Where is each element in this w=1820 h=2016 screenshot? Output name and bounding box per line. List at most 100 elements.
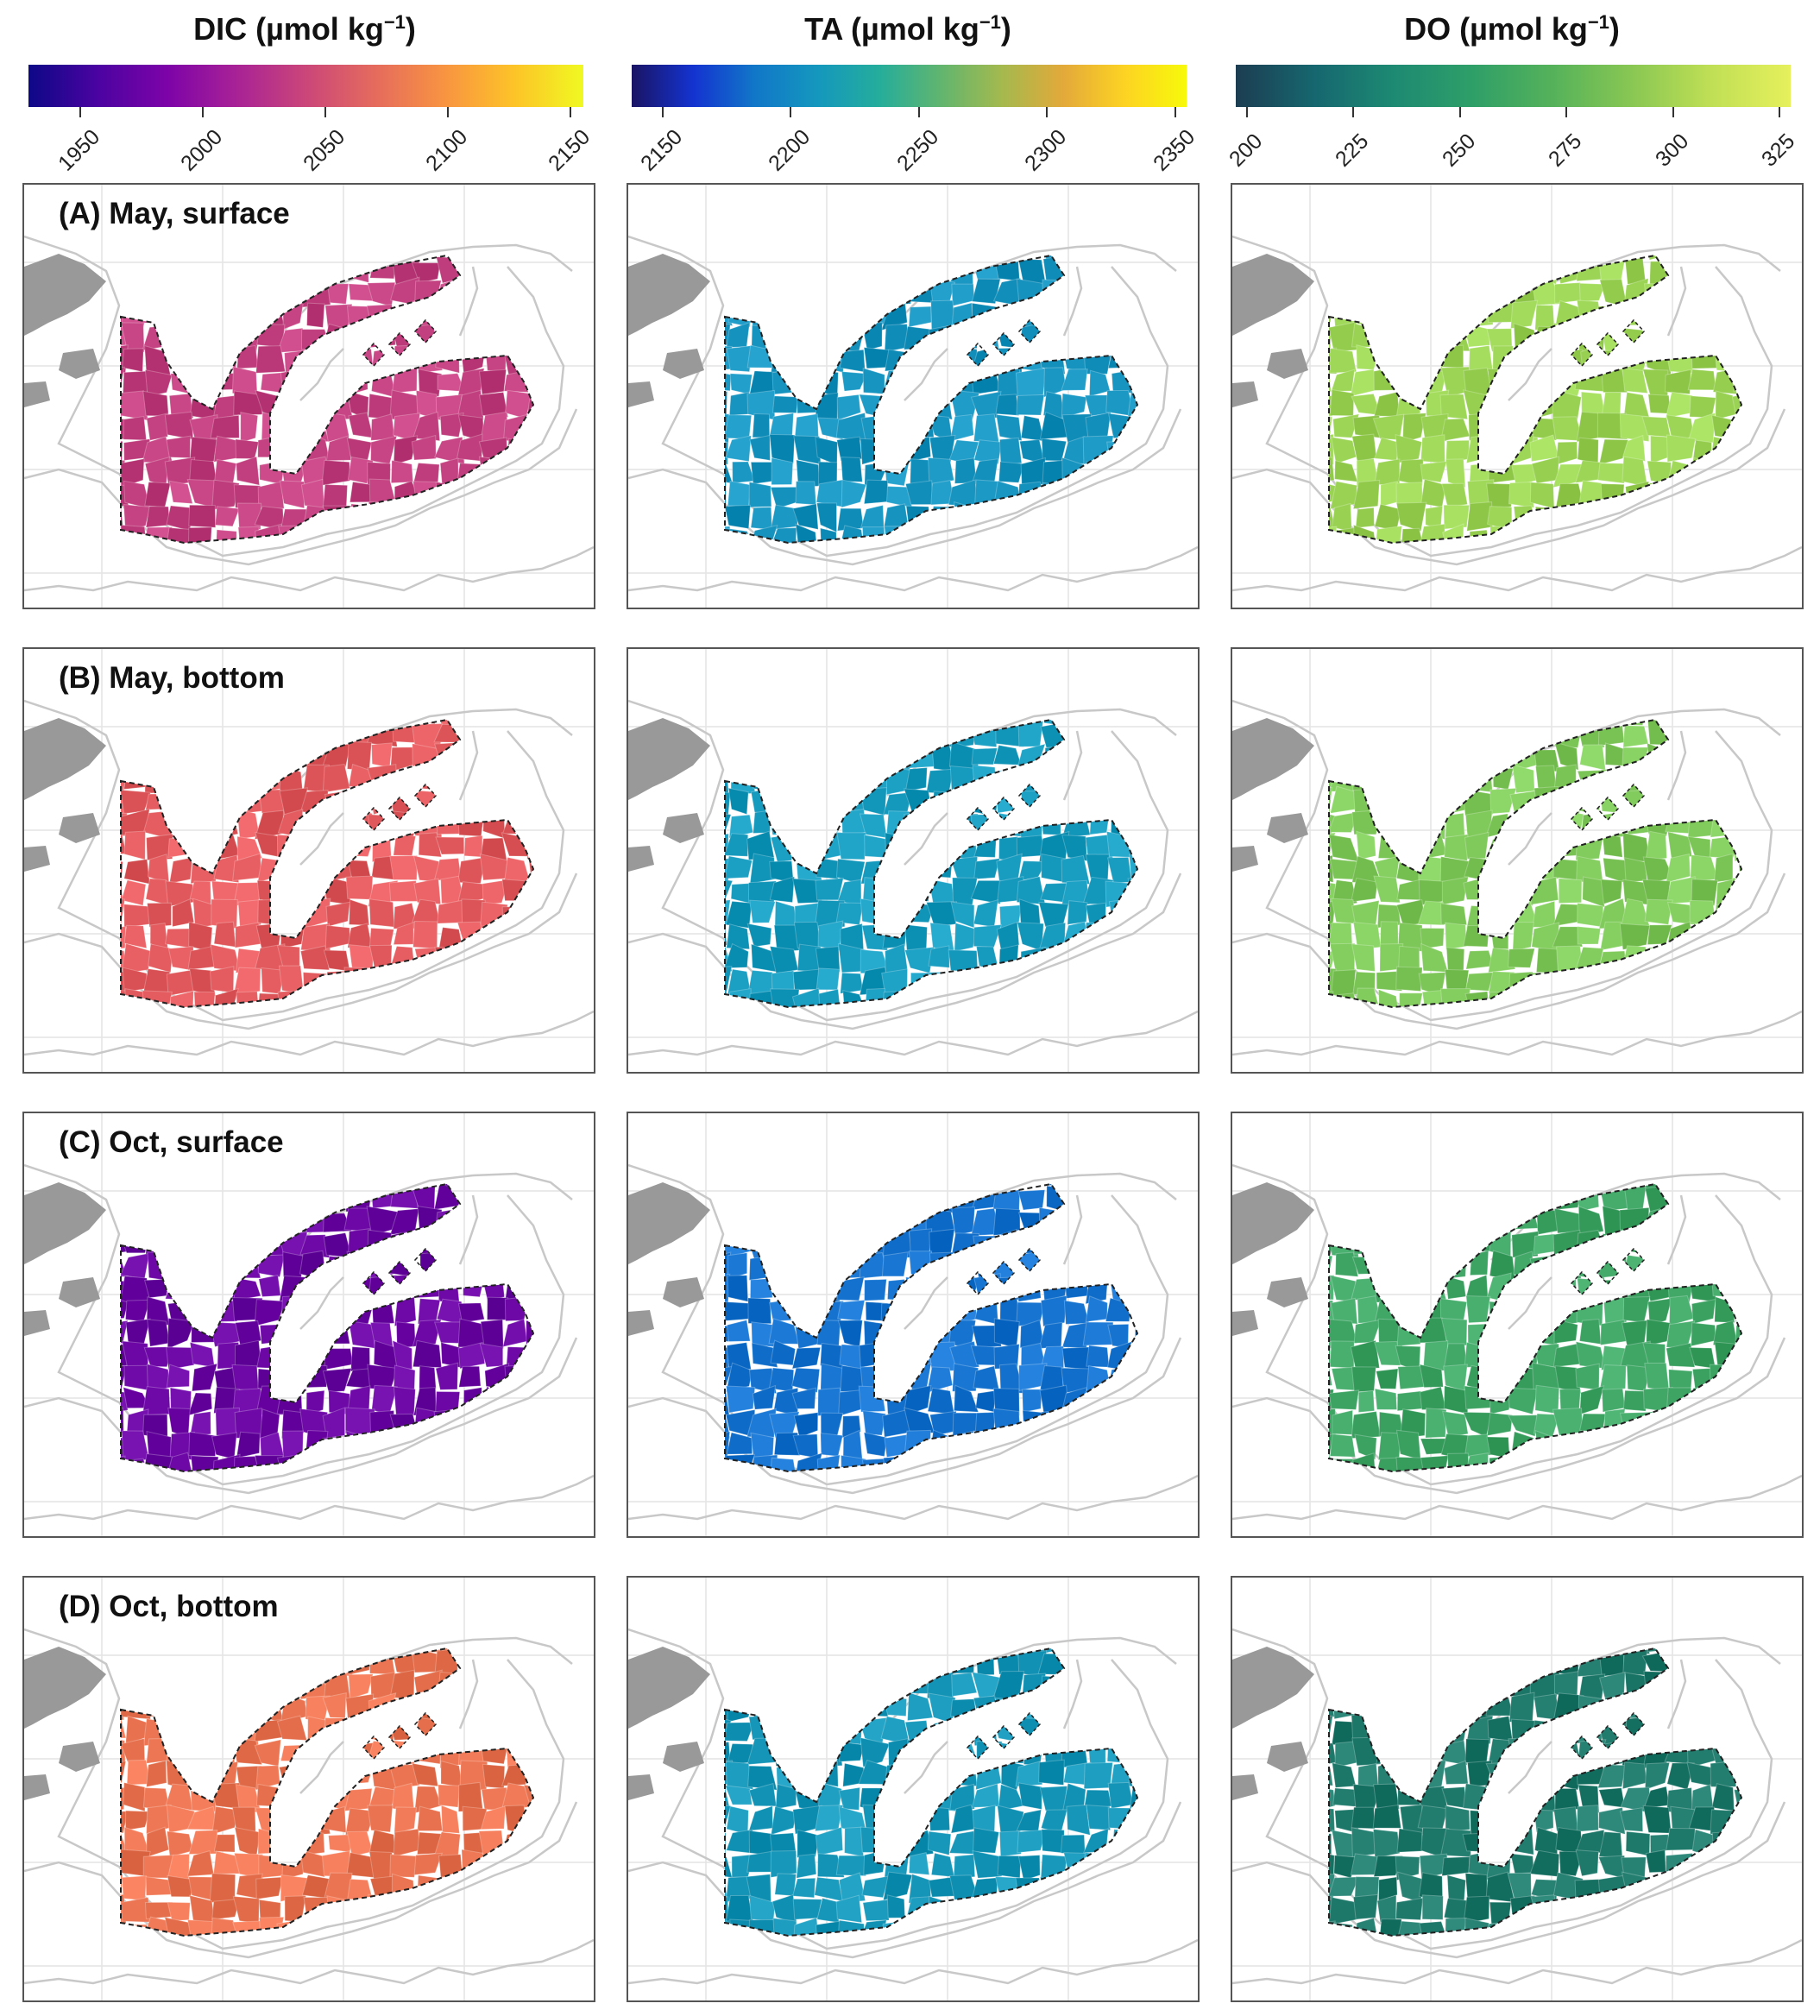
grid-cell (1597, 463, 1628, 484)
grid-cell (1082, 1921, 1113, 1936)
grid-cell (1354, 1692, 1381, 1717)
grid-cell (951, 1206, 976, 1237)
grid-cell (948, 345, 979, 373)
grid-cell (1666, 1453, 1691, 1471)
grid-cell (1083, 255, 1112, 281)
grid-cell (1532, 1648, 1560, 1656)
grid-cell (863, 1320, 887, 1349)
grid-cell (1734, 1648, 1741, 1655)
grid-cell (480, 1893, 507, 1925)
grid-cell (1420, 942, 1449, 973)
isobath-contour (458, 266, 479, 337)
grid-cell (842, 255, 866, 261)
grid-cell (1108, 1693, 1136, 1721)
grid-cell (367, 814, 396, 839)
grid-cell (1107, 1781, 1134, 1810)
grid-cell (1018, 501, 1048, 529)
grid-cell (820, 1412, 844, 1438)
grid-cell (1688, 255, 1713, 282)
grid-cell (948, 949, 979, 973)
grid-cell (1329, 1806, 1336, 1835)
grid-cell (1083, 350, 1112, 375)
grid-cell (215, 529, 237, 543)
grid-cell (456, 1230, 482, 1259)
grid-cell (1131, 1872, 1137, 1904)
grid-cell (1552, 1407, 1584, 1440)
grid-cell (256, 1209, 282, 1236)
grid-cell (749, 434, 771, 462)
grid-cell (1710, 321, 1740, 347)
grid-cell (411, 434, 437, 461)
grid-cell (142, 968, 171, 995)
grid-cell (1464, 1873, 1488, 1900)
grid-cell (1329, 1876, 1360, 1897)
grid-cell (817, 1781, 842, 1813)
grid-cell (1419, 1364, 1444, 1389)
grid-cell (953, 1854, 976, 1880)
grid-cell (1418, 879, 1449, 906)
grid-cell (413, 878, 442, 905)
grid-cell (232, 1210, 262, 1234)
grid-cell (1395, 811, 1421, 837)
grid-cell (525, 1917, 533, 1936)
grid-cell (1465, 904, 1488, 929)
grid-cell (1397, 1365, 1425, 1390)
grid-cell (1531, 720, 1559, 727)
region-outline (120, 254, 535, 545)
grid-cell (1643, 302, 1669, 329)
grid-cell (1486, 900, 1516, 927)
grid-cell (771, 255, 801, 280)
grid-cell (257, 255, 282, 257)
grid-cell (1082, 324, 1112, 350)
grid-cell (254, 1229, 286, 1257)
grid-cell (992, 744, 1023, 765)
grid-cell (862, 1899, 890, 1922)
grid-cell (1109, 480, 1137, 509)
grid-cell (1559, 1850, 1584, 1877)
grid-cell (1622, 973, 1650, 996)
grid-cell (1016, 1943, 1045, 1963)
grid-cell (1441, 748, 1468, 771)
grid-cell (815, 1826, 844, 1856)
grid-cell (347, 548, 372, 575)
grid-cell (1109, 720, 1136, 728)
grid-cell (819, 302, 840, 331)
grid-cell (1329, 411, 1333, 438)
grid-cell (1066, 1804, 1091, 1836)
grid-cell (238, 1648, 259, 1657)
grid-cell (188, 255, 213, 287)
grid-cell (1713, 1900, 1737, 1925)
grid-cell (1130, 1714, 1137, 1742)
grid-cell (142, 720, 168, 727)
grid-cell (480, 1013, 504, 1040)
grid-cell (189, 1227, 219, 1257)
grid-cell (186, 1276, 219, 1301)
grid-cell (790, 1273, 817, 1301)
grid-cell (255, 345, 286, 374)
grid-cell (1508, 1648, 1533, 1654)
grid-cell (1041, 1675, 1070, 1701)
grid-cell (121, 1364, 128, 1395)
grid-cell (1377, 1876, 1398, 1902)
grid-cell (837, 1299, 866, 1322)
coastline-land (628, 254, 710, 407)
grid-cell (1440, 770, 1469, 791)
grid-cell (930, 1852, 955, 1878)
grid-cell (1687, 1206, 1718, 1237)
grid-cell (748, 720, 777, 728)
grid-cell (1716, 1206, 1739, 1237)
grid-cell (995, 394, 1020, 416)
grid-cell (1665, 525, 1694, 543)
grid-cell (1710, 256, 1733, 280)
grid-cell (1604, 1697, 1624, 1720)
grid-cell (1579, 1413, 1606, 1433)
grid-cell (1710, 725, 1735, 748)
grid-cell (393, 988, 419, 1007)
grid-cell (121, 1875, 148, 1901)
grid-cell (501, 501, 532, 532)
grid-cell (768, 255, 800, 260)
grid-cell (1735, 479, 1741, 510)
grid-cell (929, 1945, 955, 1963)
grid-cell (1602, 833, 1623, 858)
bank-outline (1570, 806, 1594, 832)
